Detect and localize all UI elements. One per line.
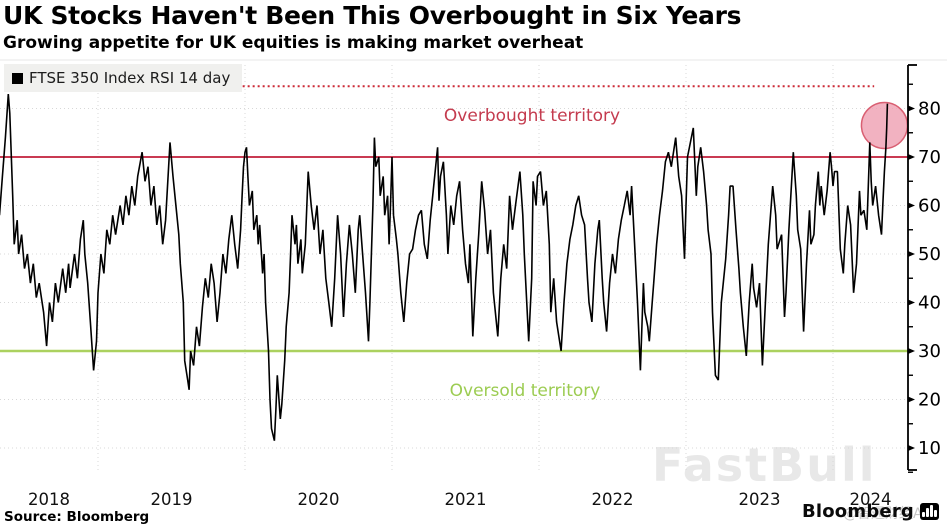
- rsi-series-line: [0, 93, 889, 441]
- x-year-label: 2022: [592, 490, 634, 509]
- page-title: UK Stocks Haven't Been This Overbought i…: [3, 1, 742, 30]
- y-tick-label: 70: [918, 147, 941, 168]
- y-major-tick: [908, 396, 915, 403]
- page-subtitle: Growing appetite for UK equities is maki…: [3, 33, 584, 53]
- x-year-label: 2018: [28, 490, 70, 509]
- y-tick-label: 20: [918, 390, 941, 411]
- bloomberg-wordmark: Bloomberg: [801, 501, 914, 522]
- legend-label: FTSE 350 Index RSI 14 day: [29, 69, 231, 87]
- oversold-territory-label: Oversold territory: [449, 381, 601, 401]
- y-tick-label: 40: [918, 293, 941, 314]
- x-year-label: 2020: [298, 490, 340, 509]
- legend-swatch-icon: [12, 72, 23, 84]
- y-major-tick: [908, 105, 915, 112]
- overbought-territory-label: Overbought territory: [443, 106, 621, 126]
- y-major-tick: [908, 299, 915, 306]
- y-tick-label: 50: [918, 244, 941, 265]
- legend: FTSE 350 Index RSI 14 day: [4, 64, 243, 92]
- y-tick-label: 60: [918, 196, 941, 217]
- y-major-tick: [908, 251, 915, 257]
- y-major-tick: [908, 445, 915, 451]
- bloomberg-bars-icon: [920, 503, 939, 520]
- highlight-circle: [860, 101, 909, 150]
- x-year-label: 2021: [445, 490, 487, 509]
- bloomberg-logo: Bloomberg: [802, 501, 939, 522]
- y-major-tick: [908, 154, 915, 160]
- y-tick-label: 80: [918, 99, 941, 120]
- x-year-label: 2024: [850, 490, 892, 509]
- y-tick-label: 10: [918, 438, 941, 459]
- y-tick-label: 30: [918, 341, 941, 362]
- source-credit: Source: Bloomberg: [4, 509, 150, 525]
- y-major-tick: [908, 348, 915, 354]
- watermark-fastbull: FastBull: [652, 438, 877, 492]
- watermark-app: @智通财经APP: [843, 506, 940, 522]
- x-year-label: 2023: [739, 490, 781, 509]
- x-year-label: 2019: [151, 490, 193, 509]
- y-major-tick: [908, 202, 915, 209]
